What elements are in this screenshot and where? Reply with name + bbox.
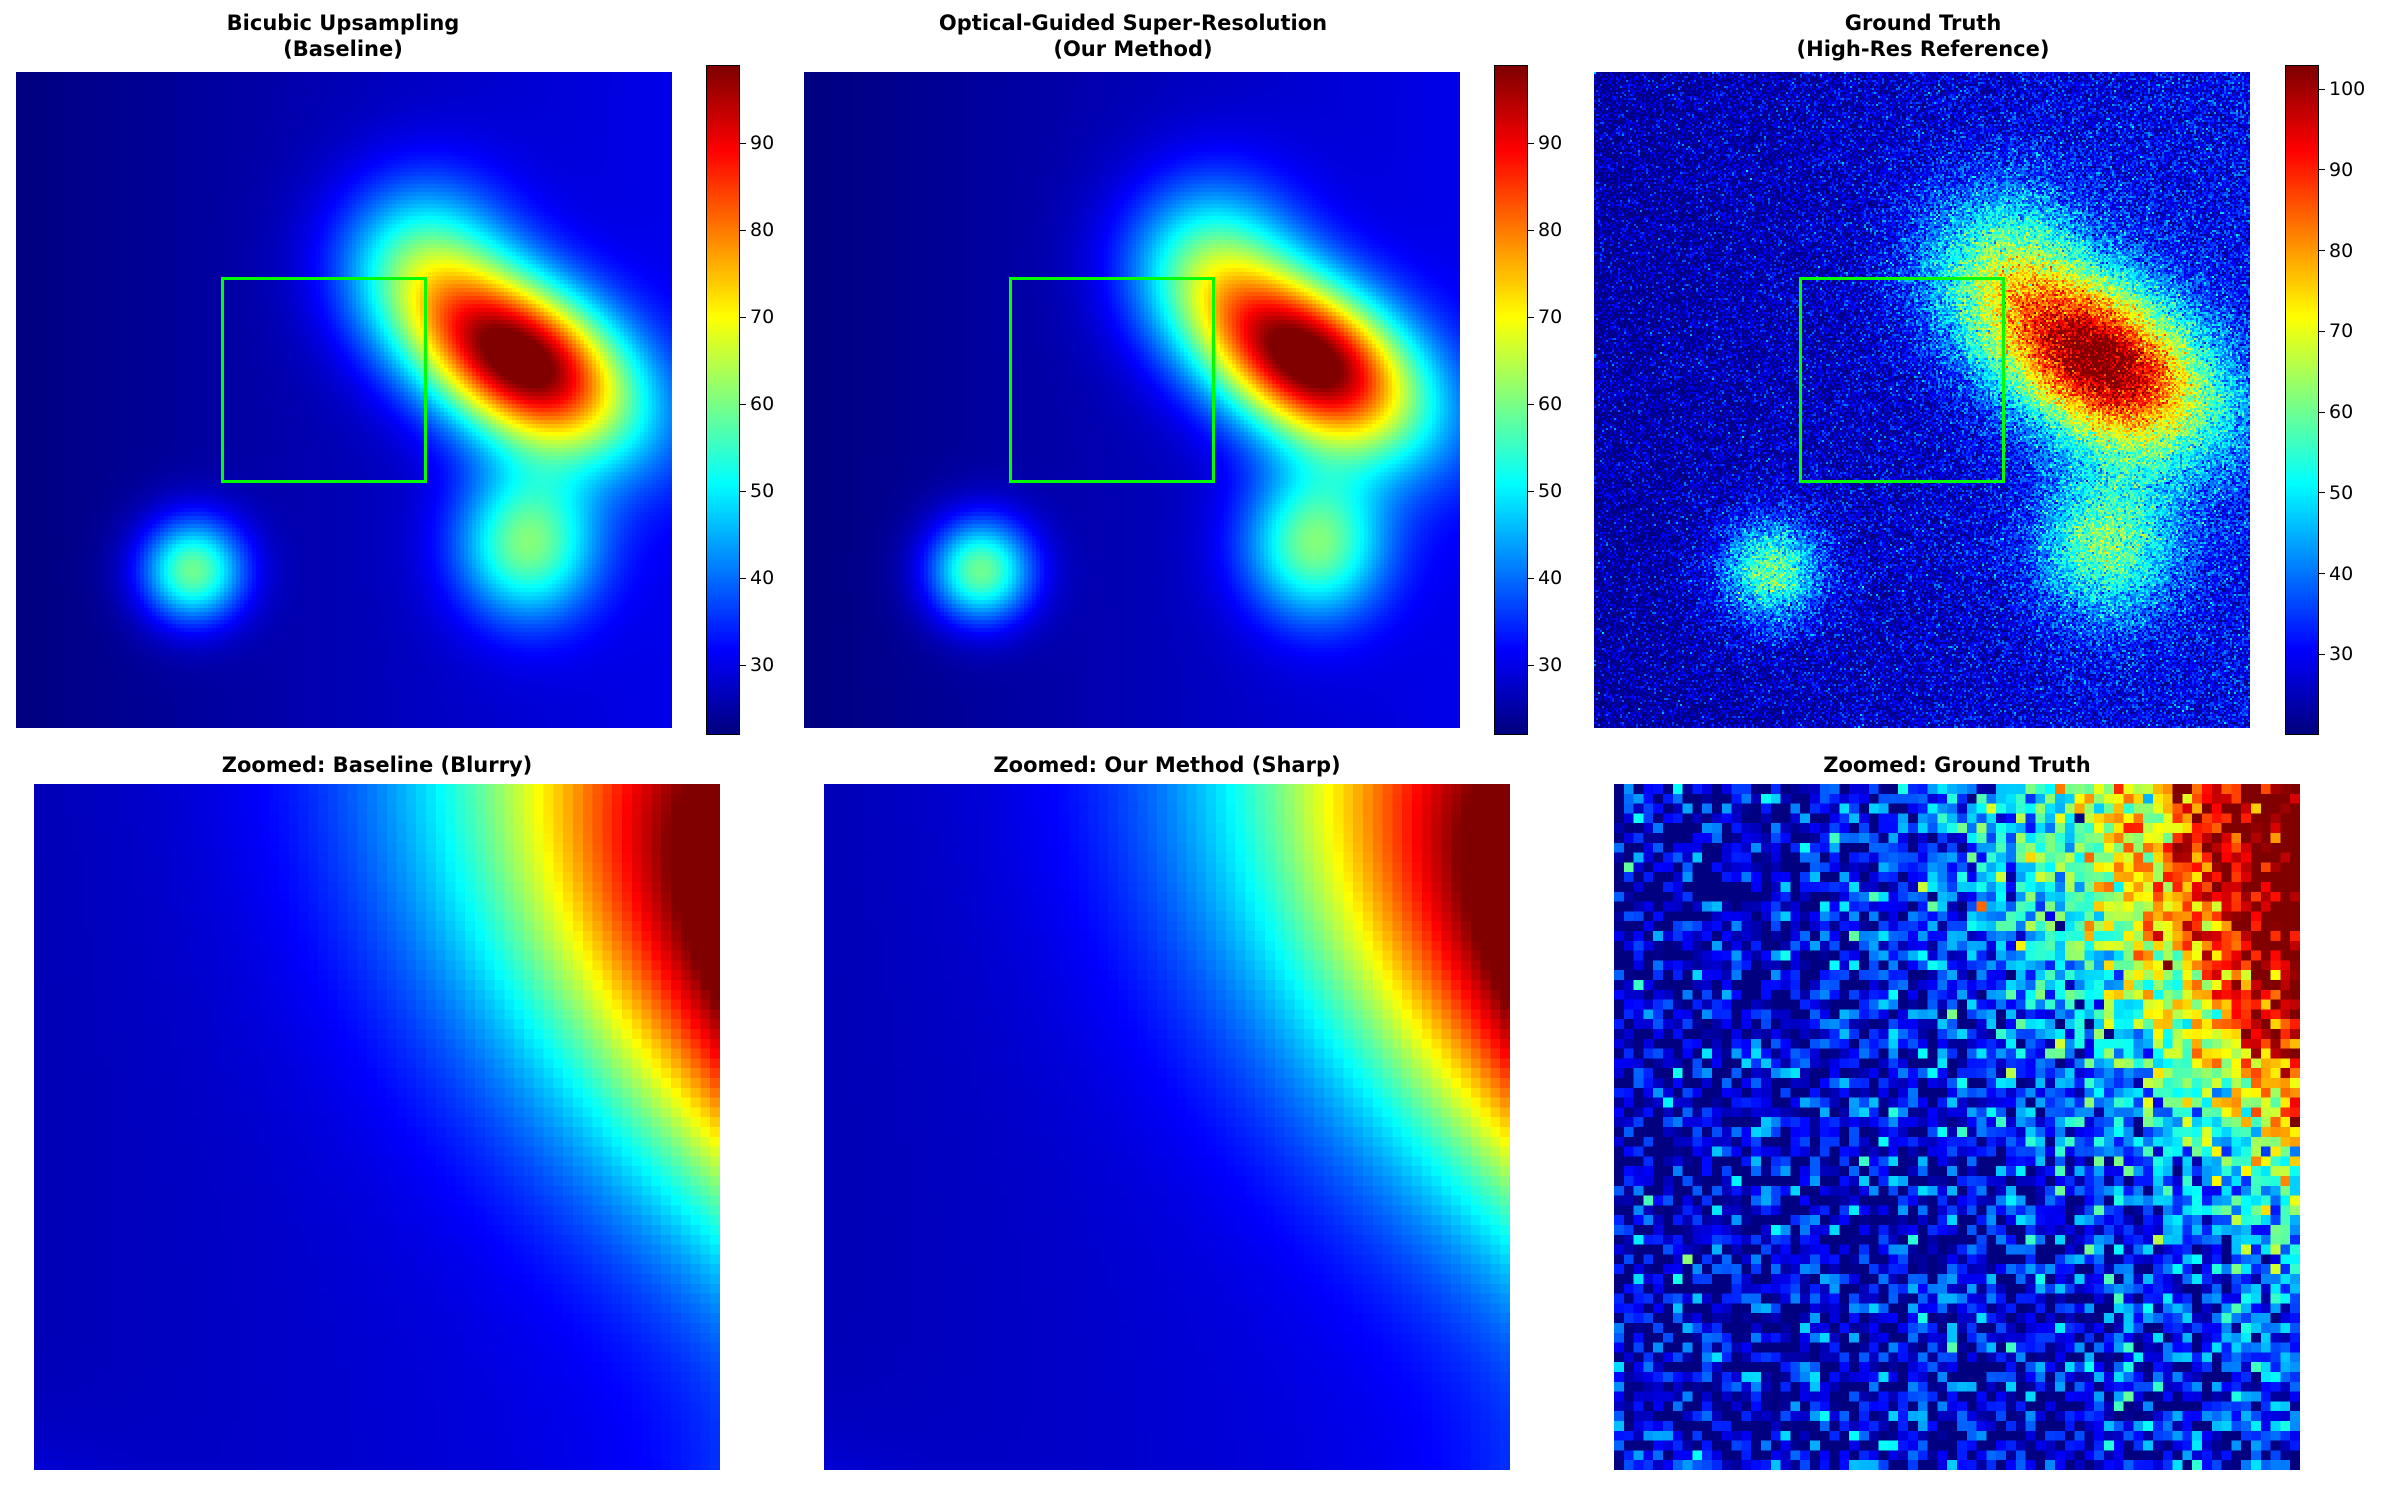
colorbar-tick-label: 40 [2329,562,2354,585]
colorbar-tick-label: 70 [2329,320,2354,343]
colorbar-tick-label: 70 [1538,306,1563,329]
colorbar-tick-label: 60 [750,393,775,416]
colorbar-tick-label: 40 [1538,567,1563,590]
colorbar-tick-label: 60 [1538,393,1563,416]
panel-zoom-baseline: Zoomed: Baseline (Blurry) [0,740,790,1485]
colorbar [706,65,740,735]
colorbar-tick [1528,229,1534,231]
colorbar-tick-label: 100 [2329,78,2366,101]
colorbar-tick-label: 30 [750,654,775,677]
colorbar-tick-label: 80 [750,219,775,242]
heatmap-our-method [804,72,1460,728]
colorbar-tick-label: 50 [2329,481,2354,504]
colorbar-tick [1528,142,1534,144]
colorbar-tick-label: 70 [750,306,775,329]
roi-box [221,277,427,483]
colorbar-tick [2319,492,2325,494]
colorbar-tick [740,577,746,579]
roi-box [1009,277,1215,483]
colorbar [1494,65,1528,735]
panel-title: Optical-Guided Super-Resolution (Our Met… [939,10,1327,62]
colorbar-tick [740,490,746,492]
title-line-2: (High-Res Reference) [1796,37,2050,61]
colorbar-tick [2319,88,2325,90]
colorbar-tick [740,664,746,666]
colorbar-tick [1528,316,1534,318]
heatmap-zoom-our-method [824,784,1510,1470]
colorbar-tick-label: 30 [1538,654,1563,677]
title-line-1: Ground Truth [1844,11,2002,35]
colorbar-tick-label: 50 [1538,480,1563,503]
colorbar-ticks: 30 40 50 60 70 80 90 [1528,65,1588,735]
panel-our-method: Optical-Guided Super-Resolution (Our Met… [790,0,1590,740]
panel-title: Zoomed: Baseline (Blurry) [221,753,533,777]
colorbar-tick-label: 40 [750,567,775,590]
colorbar-tick [2319,250,2325,252]
colorbar-tick [2319,573,2325,575]
colorbar-tick [740,142,746,144]
colorbar-tick [740,316,746,318]
heatmap-baseline [16,72,672,728]
panel-title: Zoomed: Ground Truth [1823,753,2091,777]
colorbar-tick-label: 90 [2329,158,2354,181]
colorbar-ticks: 30 40 50 60 70 80 90 100 [2319,65,2379,735]
panel-title: Bicubic Upsampling (Baseline) [227,10,460,62]
colorbar-tick [2319,330,2325,332]
title-line-1: Optical-Guided Super-Resolution [938,11,1328,35]
title-line-2: (Our Method) [1053,37,1213,61]
colorbar-tick-label: 30 [2329,643,2354,666]
colorbar-tick [1528,664,1534,666]
panel-zoom-our-method: Zoomed: Our Method (Sharp) [790,740,1580,1485]
heatmap-zoom-baseline [34,784,720,1470]
colorbar-tick [2319,653,2325,655]
colorbar-ticks: 30 40 50 60 70 80 90 [740,65,800,735]
colorbar-tick [740,403,746,405]
colorbar-tick-label: 90 [1538,132,1563,155]
title-line-2: (Baseline) [283,37,403,61]
colorbar-tick-label: 80 [2329,239,2354,262]
colorbar-tick [1528,577,1534,579]
panel-title: Zoomed: Our Method (Sharp) [993,753,1341,777]
colorbar-tick-label: 90 [750,132,775,155]
colorbar-tick [2319,169,2325,171]
heatmap-zoom-ground-truth [1614,784,2300,1470]
colorbar-tick [740,229,746,231]
panel-ground-truth: Ground Truth (High-Res Reference) 30 40 50… [1580,0,2385,740]
colorbar-tick-label: 50 [750,480,775,503]
colorbar [2285,65,2319,735]
panel-title: Ground Truth (High-Res Reference) [1797,10,2050,62]
colorbar-tick [1528,403,1534,405]
heatmap-ground-truth [1594,72,2250,728]
colorbar-tick-label: 80 [1538,219,1563,242]
colorbar-tick-label: 60 [2329,401,2354,424]
title-line-1: Bicubic Upsampling [226,11,460,35]
panel-zoom-ground-truth: Zoomed: Ground Truth [1580,740,2385,1485]
roi-box [1799,277,2005,483]
colorbar-tick [2319,411,2325,413]
panel-baseline: Bicubic Upsampling (Baseline) 30 40 50 60 70… [0,0,800,740]
colorbar-tick [1528,490,1534,492]
